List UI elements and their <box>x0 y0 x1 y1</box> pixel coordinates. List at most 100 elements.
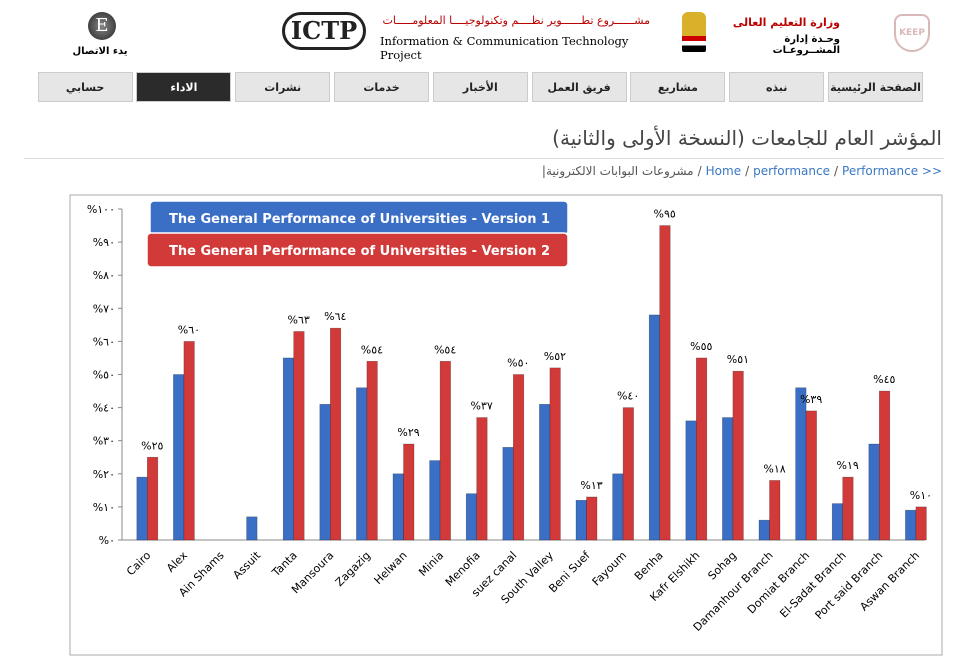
value-label: %١٣ <box>580 479 602 492</box>
value-label: %١٩ <box>837 459 859 472</box>
breadcrumb-item[interactable]: performance <box>753 164 830 178</box>
bar <box>403 443 415 541</box>
y-tick-label: %٨٠ <box>93 269 115 282</box>
x-tick-label: Beni Suef <box>546 548 593 595</box>
bar <box>429 460 441 541</box>
nav-item[interactable]: نبذه <box>729 72 825 102</box>
bar <box>732 370 744 541</box>
bar <box>502 447 514 541</box>
y-tick-label: %٠ <box>99 534 115 547</box>
ictp-logo: ICTP <box>282 12 366 50</box>
bar <box>758 519 770 541</box>
nav-item[interactable]: خدمات <box>334 72 429 102</box>
value-label: %٦٣ <box>288 313 310 326</box>
legend-label: The General Performance of Universities … <box>169 244 550 259</box>
value-label: %٥٤ <box>361 343 383 356</box>
x-tick-label: El-Sadat Branch <box>777 549 848 620</box>
nav-item[interactable]: الأخبار <box>432 72 528 102</box>
nav-item[interactable]: الاداء <box>136 72 232 102</box>
breadcrumb-separator: / <box>745 164 750 178</box>
bar <box>539 403 551 541</box>
keep-logo: KEEP <box>894 14 930 52</box>
x-tick-label: Minia <box>416 549 446 579</box>
breadcrumb-separator: / <box>697 164 702 178</box>
value-label: %٣٩ <box>800 393 822 406</box>
header: E يدء الاتصال ICTP مشــــــروع تطــــــو… <box>0 0 980 66</box>
value-label: %٢٩ <box>397 426 419 439</box>
divider <box>24 158 944 159</box>
nav-item[interactable]: فريق العمل <box>531 72 627 102</box>
bar <box>476 417 488 541</box>
breadcrumb-separator: / <box>833 164 839 178</box>
bar <box>622 407 634 541</box>
bar <box>905 509 917 541</box>
bar <box>805 410 817 541</box>
value-label: %٩٥ <box>654 208 676 221</box>
breadcrumb: |مشروعات البوابات الالكترونية / Home / perfo… <box>400 164 942 178</box>
bar <box>329 327 342 541</box>
bar <box>685 420 697 541</box>
logo-e: E <box>88 12 116 40</box>
x-tick-label: Sohag <box>705 549 739 583</box>
nav-item[interactable]: الصفحة الرئيسية <box>828 72 923 102</box>
value-label: %٤٠ <box>617 390 639 403</box>
breadcrumb-end: | <box>541 164 546 178</box>
bar <box>575 499 587 541</box>
bar <box>549 367 561 541</box>
y-tick-label: %٥٠ <box>93 369 115 382</box>
bar <box>695 357 708 541</box>
y-tick-label: %٢٠ <box>93 468 115 481</box>
project-ar: مشــــــروع تطــــــوير نظــــم وتكنولوج… <box>382 14 650 27</box>
value-label: %٥١ <box>727 353 749 366</box>
ministry: وزارة التعليم العالى <box>732 16 840 29</box>
value-label: %٣٧ <box>471 400 493 413</box>
contact-link[interactable]: يدء الاتصال <box>72 46 128 57</box>
bar <box>366 360 378 541</box>
breadcrumb-item[interactable]: Home <box>705 164 742 178</box>
bar <box>293 331 305 541</box>
bar <box>356 387 368 541</box>
bar <box>915 506 927 541</box>
legend-label: The General Performance of Universities … <box>169 212 550 227</box>
x-tick-label: Zagazig <box>333 549 373 589</box>
bar <box>586 496 598 541</box>
value-label: %٢٥ <box>141 439 163 452</box>
value-label: %٦٤ <box>324 310 346 323</box>
bar <box>392 473 404 541</box>
y-tick-label: %١٠ <box>93 501 115 514</box>
bar <box>136 476 148 541</box>
bar <box>319 403 331 541</box>
bar <box>173 374 185 541</box>
x-tick-label: Fayoum <box>590 549 630 589</box>
bar <box>246 516 258 541</box>
value-label: %٤٥ <box>873 373 895 386</box>
nav-item[interactable]: حسابي <box>37 72 133 102</box>
x-tick-label: Domiat Branch <box>745 549 812 616</box>
x-tick-label: Tanta <box>269 549 300 580</box>
value-label: %٥٥ <box>690 340 712 353</box>
bar <box>612 473 624 541</box>
value-label: %٥٤ <box>434 343 456 356</box>
bar <box>147 456 159 541</box>
y-tick-label: %٩٠ <box>93 236 115 249</box>
bar <box>878 390 891 541</box>
breadcrumb-item[interactable]: Performance >> <box>842 164 942 178</box>
y-tick-label: %١٠٠ <box>87 203 115 216</box>
value-label: %٥٢ <box>544 350 566 363</box>
chart-frame <box>69 194 943 656</box>
nav-item[interactable]: مشاريع <box>630 72 726 102</box>
page-title: المؤشر العام للجامعات (النسخة الأولى وال… <box>552 126 942 150</box>
bar <box>648 314 661 541</box>
bar <box>868 443 880 541</box>
y-tick-label: %٤٠ <box>93 402 115 415</box>
breadcrumb-item: مشروعات البوابات الالكترونية <box>545 164 694 178</box>
y-tick-label: %٦٠ <box>93 335 115 348</box>
bar <box>659 225 671 541</box>
x-tick-label: Port said Branch <box>813 549 886 622</box>
value-label: %١٨ <box>763 462 785 475</box>
bar <box>795 387 807 541</box>
x-tick-label: Cairo <box>124 549 154 579</box>
nav-item[interactable]: نشرات <box>235 72 331 102</box>
